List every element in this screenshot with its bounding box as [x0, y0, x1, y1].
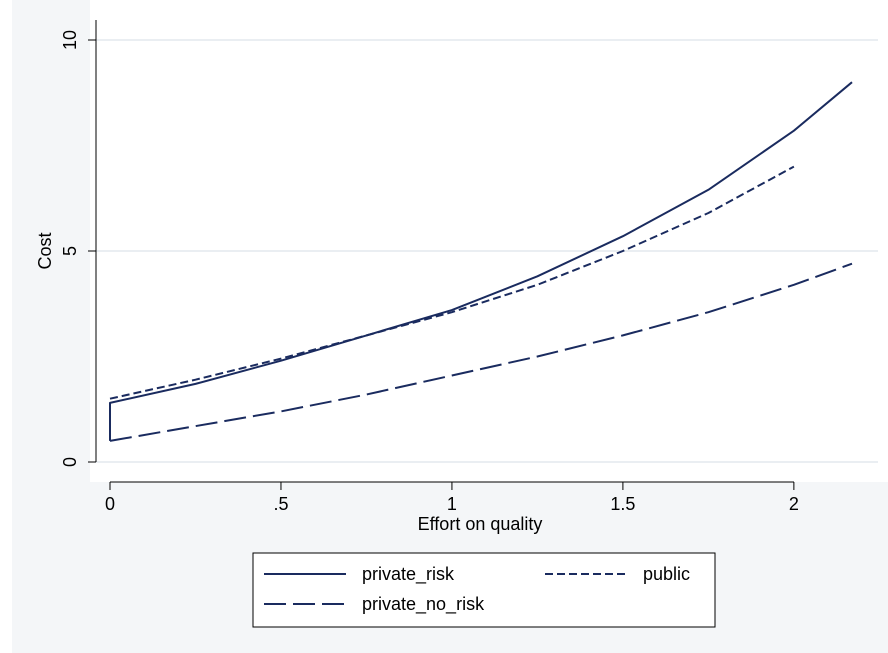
- legend: private_risk public private_no_risk: [252, 552, 716, 628]
- legend-label-private-no-risk: private_no_risk: [362, 594, 485, 615]
- legend-label-private-risk: private_risk: [362, 564, 455, 585]
- plot-background: [90, 0, 888, 482]
- x-tick-label: 0: [105, 494, 115, 514]
- y-tick-label: 10: [60, 30, 80, 50]
- legend-label-public: public: [643, 564, 690, 584]
- series-line-private-risk: [109, 81, 853, 441]
- grid-lines: [96, 39, 878, 463]
- series-line-public: [109, 165, 795, 400]
- x-tick-label: 1: [447, 494, 457, 514]
- x-axis-title: Effort on quality: [418, 514, 543, 534]
- y-tick-label: 5: [60, 246, 80, 256]
- left-strip: [0, 0, 12, 653]
- series-line-private-no-risk: [109, 262, 853, 442]
- x-tick-label: 2: [789, 494, 799, 514]
- y-tick-label: 0: [60, 457, 80, 467]
- legend-box: [252, 552, 716, 628]
- x-tick-label: .5: [273, 494, 288, 514]
- x-tick-label: 1.5: [610, 494, 635, 514]
- series-lines: [109, 81, 853, 442]
- y-axis-title: Cost: [35, 232, 55, 269]
- axes: 0 5 10 0 .5 1 1.5 2: [60, 20, 799, 514]
